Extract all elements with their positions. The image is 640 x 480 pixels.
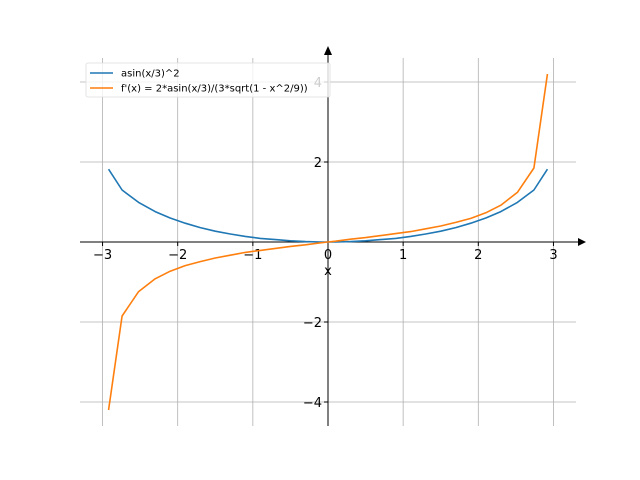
- legend-label: asin(x/3)^2: [121, 69, 180, 80]
- axes: [80, 46, 586, 426]
- x-tick-label: 1: [399, 248, 407, 263]
- x-tick-label: 2: [474, 248, 482, 263]
- y-tick-label: −4: [303, 396, 322, 411]
- x-tick-label: −2: [168, 248, 187, 263]
- y-tick-label: 2: [314, 156, 322, 171]
- series-line-2: [107, 73, 549, 411]
- y-axis-arrow: [324, 46, 332, 55]
- x-tick-label: 3: [549, 248, 557, 263]
- x-tick-label: −3: [93, 248, 112, 263]
- x-axis-label: x: [324, 264, 332, 279]
- y-tick-label: −2: [303, 316, 322, 331]
- legend: asin(x/3)^2 f'(x) = 2*asin(x/3)/(3*sqrt(1…: [85, 62, 331, 98]
- x-axis-arrow: [578, 238, 586, 246]
- series: [107, 73, 549, 411]
- legend-label: f'(x) = 2*asin(x/3)/(3*sqrt(1 - x^2/9)): [121, 84, 308, 95]
- x-tick-label: 0: [324, 248, 332, 263]
- legend-box: [85, 62, 331, 98]
